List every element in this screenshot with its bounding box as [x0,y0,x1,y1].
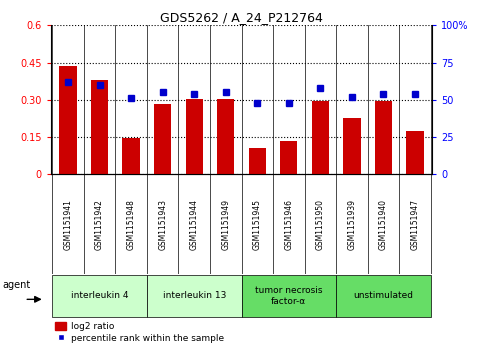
Bar [336,275,431,317]
Bar [91,80,108,174]
Text: GSM1151947: GSM1151947 [411,199,419,250]
Bar [52,275,147,317]
Text: GSM1151942: GSM1151942 [95,199,104,250]
Bar [123,138,140,174]
Text: GSM1151939: GSM1151939 [347,199,356,250]
Text: GSM1151946: GSM1151946 [284,199,293,250]
Text: GSM1151940: GSM1151940 [379,199,388,250]
Text: agent: agent [2,280,30,290]
Text: GSM1151944: GSM1151944 [190,199,199,250]
Bar [280,141,298,174]
Text: interleukin 13: interleukin 13 [162,291,226,300]
Legend: log2 ratio, percentile rank within the sample: log2 ratio, percentile rank within the s… [55,322,224,343]
Bar [154,103,171,174]
Text: GSM1151945: GSM1151945 [253,199,262,250]
Title: GDS5262 / A_24_P212764: GDS5262 / A_24_P212764 [160,11,323,24]
Text: GSM1151941: GSM1151941 [64,199,72,250]
Text: GSM1151949: GSM1151949 [221,199,230,250]
Bar [185,99,203,174]
Text: GSM1151943: GSM1151943 [158,199,167,250]
Bar [343,118,360,174]
Bar [249,148,266,174]
Bar [147,275,242,317]
Bar [242,275,336,317]
Text: GSM1151948: GSM1151948 [127,199,136,250]
Text: unstimulated: unstimulated [354,291,413,300]
Bar [217,99,234,174]
Bar [59,66,77,174]
Bar [312,101,329,174]
Text: tumor necrosis
factor-α: tumor necrosis factor-α [255,286,323,306]
Bar [375,101,392,174]
Text: GSM1151950: GSM1151950 [316,199,325,250]
Bar [406,131,424,174]
Text: interleukin 4: interleukin 4 [71,291,128,300]
